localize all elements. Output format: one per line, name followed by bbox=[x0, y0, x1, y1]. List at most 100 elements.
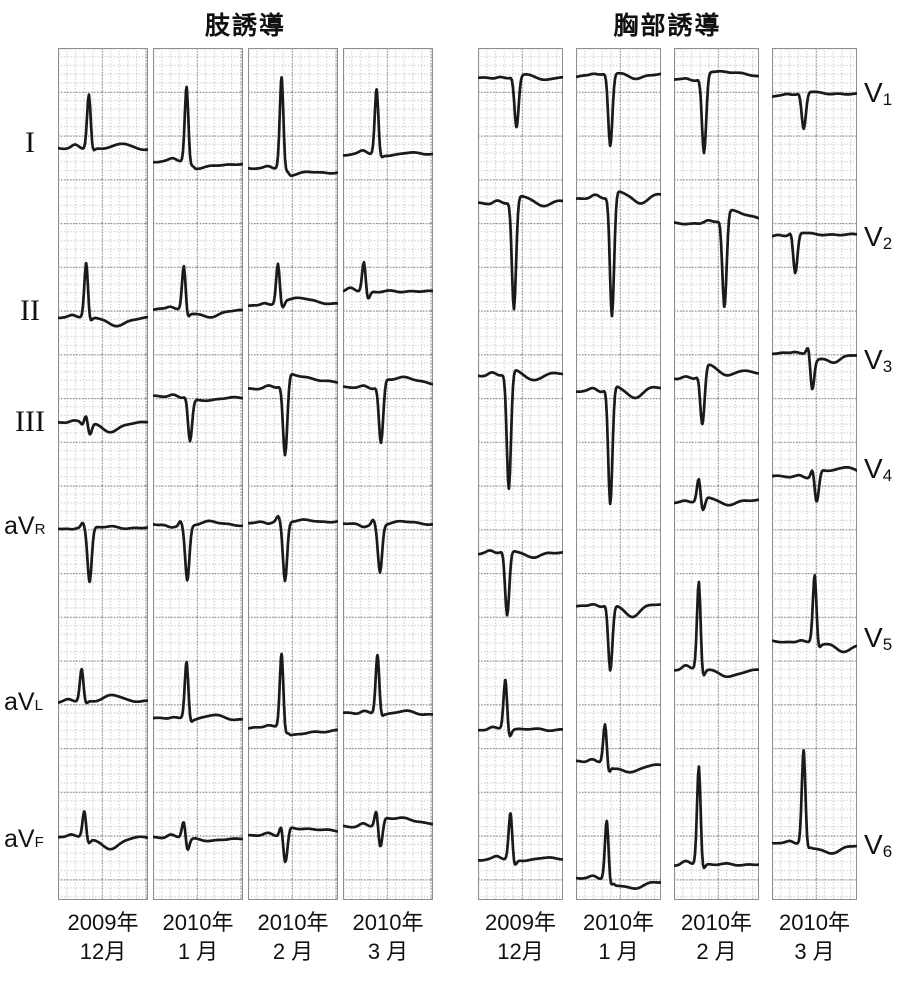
ecg-trace-I-col2 bbox=[153, 85, 243, 171]
ecg-trace-III-col4 bbox=[343, 375, 433, 445]
ecg-trace-V2-col4 bbox=[772, 231, 857, 275]
lead-label-main: V bbox=[864, 77, 883, 108]
ecg-trace-V5-col2 bbox=[576, 723, 661, 774]
lead-label-subscript: R bbox=[34, 521, 46, 538]
lead-label-II: II bbox=[8, 294, 52, 328]
ecg-trace-V4-col2 bbox=[576, 602, 661, 672]
date-month: 3 月 bbox=[794, 939, 835, 964]
ecg-trace-I-col1 bbox=[58, 93, 148, 152]
ecg-trace-V2-col2 bbox=[576, 190, 661, 318]
date-year: 2010年 bbox=[681, 910, 752, 935]
ecg-trace-II-col4 bbox=[343, 260, 433, 300]
ecg-trace-I-col4 bbox=[343, 88, 433, 159]
ecg-trace-V2-col1 bbox=[478, 194, 563, 311]
lead-label-main: II bbox=[20, 294, 40, 327]
date-label-limb-col3: 2010年 2 月 bbox=[233, 908, 353, 966]
lead-label-subscript: 2 bbox=[882, 234, 893, 253]
ecg-trace-V5-col1 bbox=[478, 678, 563, 738]
lead-label-main: III bbox=[15, 405, 45, 438]
lead-label-aVF: aVF bbox=[4, 822, 44, 856]
lead-label-main: V bbox=[864, 829, 883, 860]
date-month: 12月 bbox=[79, 939, 127, 964]
ecg-grid-paper bbox=[248, 48, 338, 900]
date-year: 2010年 bbox=[779, 910, 850, 935]
ecg-trace-II-col3 bbox=[248, 262, 338, 309]
lead-label-main: V bbox=[864, 453, 883, 484]
ecg-trace-V6-col4 bbox=[772, 748, 857, 855]
ecg-trace-V2-col3 bbox=[674, 208, 759, 309]
ecg-trace-aVL-col2 bbox=[153, 660, 243, 723]
lead-label-main: I bbox=[25, 126, 35, 159]
lead-label-V5: V5 bbox=[864, 621, 892, 655]
lead-label-I: I bbox=[8, 126, 52, 160]
lead-label-subscript: 5 bbox=[882, 635, 893, 654]
limb-leads-title: 肢誘導 bbox=[204, 12, 286, 40]
ecg-grid-paper bbox=[674, 48, 759, 900]
ecg-trace-aVL-col4 bbox=[343, 653, 433, 718]
date-label-limb-col2: 2010年 1 月 bbox=[138, 908, 258, 966]
date-month: 3 月 bbox=[367, 939, 409, 964]
date-year: 2010年 bbox=[352, 910, 424, 935]
chest-strip-col3 bbox=[674, 48, 759, 900]
date-year: 2010年 bbox=[257, 910, 329, 935]
ecg-trace-II-col2 bbox=[153, 264, 243, 319]
lead-label-main: aV bbox=[4, 512, 35, 540]
ecg-trace-V4-col4 bbox=[772, 466, 857, 503]
limb-strip-col3 bbox=[248, 48, 338, 900]
ecg-grid-paper bbox=[153, 48, 243, 900]
ecg-trace-aVL-col1 bbox=[58, 667, 148, 705]
lead-label-subscript: F bbox=[34, 834, 44, 851]
lead-label-main: aV bbox=[4, 688, 35, 716]
lead-label-aVL: aVL bbox=[4, 685, 43, 719]
lead-label-main: V bbox=[864, 344, 883, 375]
ecg-trace-V5-col3 bbox=[674, 580, 759, 679]
date-label-chest-col1: 2009年 12月 bbox=[461, 908, 581, 966]
date-label-limb-col1: 2009年 12月 bbox=[43, 908, 163, 966]
lead-label-V2: V2 bbox=[864, 220, 892, 254]
date-month: 2 月 bbox=[696, 939, 737, 964]
ecg-trace-III-col3 bbox=[248, 372, 338, 457]
chest-strip-col4 bbox=[772, 48, 857, 900]
lead-label-V1: V1 bbox=[864, 76, 892, 110]
ecg-trace-aVR-col1 bbox=[58, 521, 148, 584]
limb-strip-col2 bbox=[153, 48, 243, 900]
ecg-trace-V6-col1 bbox=[478, 812, 563, 866]
limb-strip-col1 bbox=[58, 48, 148, 900]
ecg-trace-V3-col4 bbox=[772, 347, 857, 391]
date-year: 2010年 bbox=[162, 910, 234, 935]
date-year: 2010年 bbox=[583, 910, 654, 935]
ecg-trace-V3-col2 bbox=[576, 385, 661, 506]
ecg-trace-V4-col3 bbox=[674, 477, 759, 512]
ecg-trace-V5-col4 bbox=[772, 573, 857, 654]
ecg-grid-paper bbox=[343, 48, 433, 900]
lead-label-main: aV bbox=[4, 825, 35, 853]
chest-strip-col2 bbox=[576, 48, 661, 900]
ecg-trace-aVR-col4 bbox=[343, 518, 433, 574]
chest-strip-col1 bbox=[478, 48, 563, 900]
lead-label-subscript: L bbox=[34, 697, 43, 714]
ecg-trace-V6-col3 bbox=[674, 765, 759, 870]
ecg-trace-aVF-col4 bbox=[343, 810, 433, 848]
date-month: 1 月 bbox=[598, 939, 639, 964]
ecg-trace-V6-col2 bbox=[576, 819, 661, 890]
ecg-trace-I-col3 bbox=[248, 75, 338, 178]
date-month: 12月 bbox=[497, 939, 544, 964]
ecg-trace-V3-col1 bbox=[478, 369, 563, 491]
date-month: 1 月 bbox=[177, 939, 219, 964]
ecg-trace-II-col1 bbox=[58, 261, 148, 328]
ecg-trace-aVL-col3 bbox=[248, 652, 338, 737]
ecg-trace-V3-col3 bbox=[674, 363, 759, 426]
ecg-grid-paper bbox=[478, 48, 563, 900]
ecg-trace-III-col1 bbox=[58, 415, 148, 436]
date-label-chest-col4: 2010年 3 月 bbox=[755, 908, 875, 966]
lead-label-subscript: 1 bbox=[882, 90, 893, 109]
ecg-trace-V1-col3 bbox=[674, 69, 759, 155]
date-year: 2009年 bbox=[67, 910, 139, 935]
date-month: 2 月 bbox=[272, 939, 314, 964]
lead-label-III: III bbox=[8, 405, 52, 439]
limb-strip-col4 bbox=[343, 48, 433, 900]
ecg-trace-V1-col4 bbox=[772, 90, 857, 131]
date-label-chest-col2: 2010年 1 月 bbox=[559, 908, 679, 966]
lead-label-V4: V4 bbox=[864, 452, 892, 486]
